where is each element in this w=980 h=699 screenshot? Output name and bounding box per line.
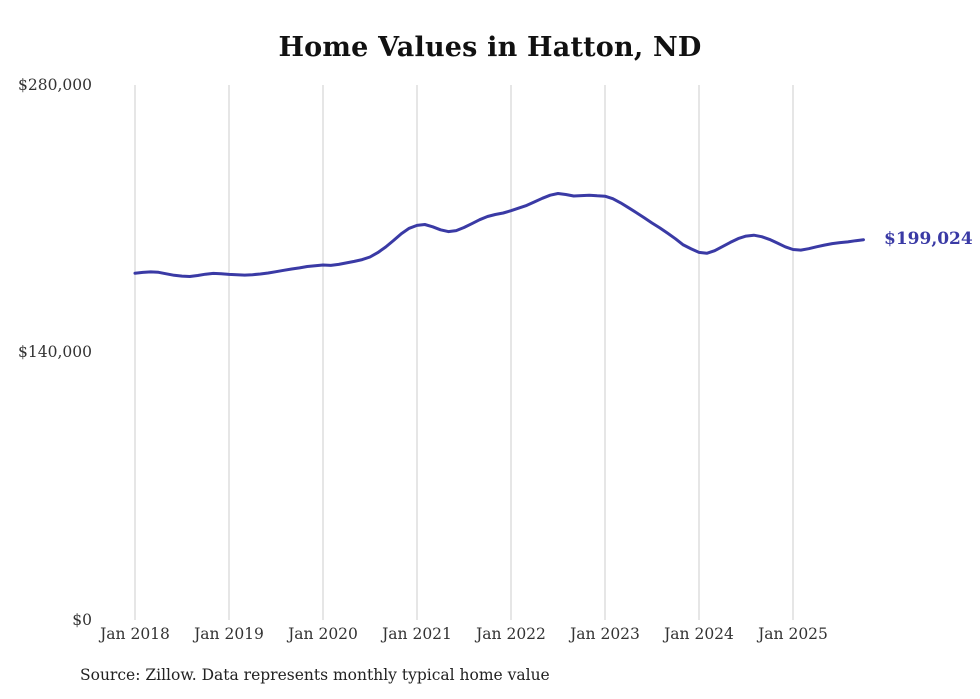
home-value-series-line [133,192,865,278]
latest-value-label: $199,024 [884,229,973,249]
x-axis-tick-jan-2024: Jan 2024 [664,625,734,643]
x-axis-tick-jan-2020: Jan 2020 [288,625,358,643]
y-axis-tick-0: $0 [72,611,92,629]
x-axis-tick-jan-2022: Jan 2022 [476,625,546,643]
x-axis-tick-jan-2025: Jan 2025 [758,625,828,643]
x-axis-tick-jan-2021: Jan 2021 [382,625,452,643]
x-axis-tick-jan-2019: Jan 2019 [194,625,264,643]
y-axis-tick-280000: $280,000 [18,76,92,94]
source-note: Source: Zillow. Data represents monthly … [80,666,550,684]
y-axis-tick-140000: $140,000 [18,343,92,361]
chart-title: Home Values in Hatton, ND [278,32,702,63]
x-axis-tick-jan-2018: Jan 2018 [100,625,170,643]
x-axis-tick-jan-2023: Jan 2023 [570,625,640,643]
